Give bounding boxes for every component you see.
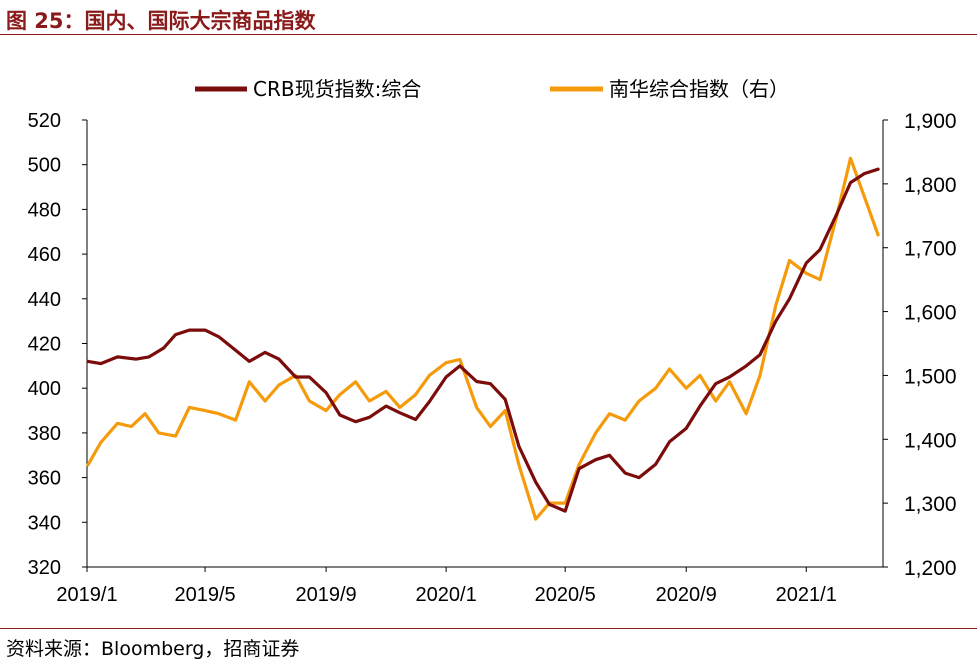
- series-layer: [86, 156, 880, 521]
- legend-crb-label: CRB现货指数:综合: [253, 77, 421, 101]
- left-tick-label: 480: [28, 199, 61, 221]
- left-tick-label: 460: [28, 244, 61, 266]
- right-tick-label: 1,800: [904, 174, 957, 197]
- right-tick-label: 1,300: [904, 493, 957, 516]
- right-tick-label: 1,500: [904, 365, 957, 388]
- right-tick-label: 1,700: [904, 238, 957, 261]
- source-note: 资料来源：Bloomberg，招商证券: [6, 638, 300, 660]
- chart-title: 图 25：国内、国际大宗商品指数: [6, 9, 316, 33]
- left-tick-label: 380: [28, 423, 61, 445]
- title-rule: [0, 34, 977, 35]
- right-tick-label: 1,200: [904, 557, 957, 580]
- right-tick-label: 1,400: [904, 429, 957, 452]
- left-tick-label: 320: [28, 557, 61, 579]
- legend-nanhua-label: 南华综合指数（右）: [609, 77, 789, 101]
- nanhua-series-line: [86, 156, 880, 521]
- left-tick-label: 400: [28, 378, 61, 400]
- x-tick-label: 2019/1: [56, 584, 117, 606]
- left-tick-label: 360: [28, 468, 61, 490]
- left-tick-label: 440: [28, 289, 61, 311]
- left-tick-label: 340: [28, 512, 61, 534]
- right-tick-label: 1,600: [904, 302, 957, 325]
- x-tick-label: 2019/5: [174, 584, 235, 606]
- x-tick-label: 2020/1: [416, 584, 477, 606]
- source-rule: [0, 628, 977, 629]
- x-tick-label: 2019/9: [296, 584, 357, 606]
- legend: CRB现货指数:综合 南华综合指数（右）: [195, 77, 789, 101]
- x-tick-label: 2020/9: [656, 584, 717, 606]
- axes: 320 340 360 380 400 420 440 460 480 500 520 1,200 1,…: [28, 110, 957, 606]
- left-tick-label: 500: [28, 155, 61, 177]
- x-tick-label: 2021/1: [776, 584, 837, 606]
- right-tick-label: 1,900: [904, 110, 957, 133]
- crb-series-line: [86, 167, 880, 513]
- left-tick-label: 420: [28, 334, 61, 356]
- x-tick-label: 2020/5: [535, 584, 596, 606]
- left-tick-label: 520: [28, 110, 61, 132]
